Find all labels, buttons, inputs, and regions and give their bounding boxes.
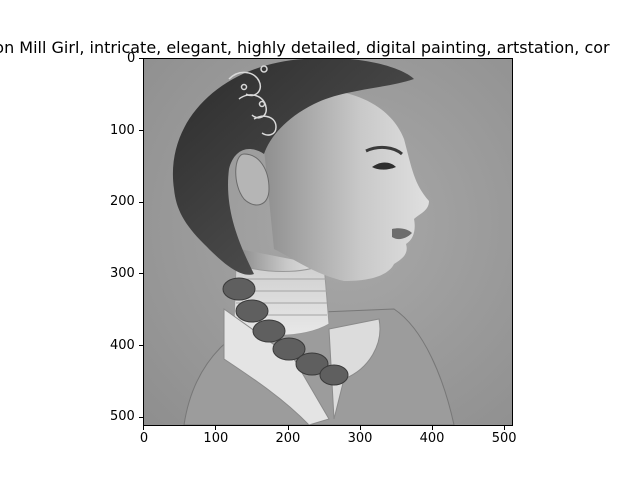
x-tick-label: 500	[491, 431, 517, 446]
x-tick-mark	[143, 426, 145, 430]
y-tick-mark	[139, 130, 143, 132]
y-tick-label: 100	[110, 122, 135, 138]
y-tick-label: 200	[110, 194, 135, 210]
x-tick-label: 100	[203, 431, 229, 446]
x-tick-mark	[215, 426, 217, 430]
y-tick-mark	[139, 416, 143, 418]
face	[259, 89, 429, 281]
portrait-image	[144, 59, 512, 425]
hair-ornament	[228, 65, 277, 136]
x-tick-label: 200	[275, 431, 301, 446]
y-tick-mark	[139, 273, 143, 275]
shirt-collar-left	[223, 308, 330, 425]
y-tick-mark	[139, 345, 143, 347]
x-tick-mark	[287, 426, 289, 430]
x-tick-label: 300	[347, 431, 373, 446]
x-tick-mark	[431, 426, 433, 430]
image-axes	[143, 58, 513, 426]
braid	[222, 277, 349, 386]
lips	[392, 228, 412, 240]
eyebrow	[365, 145, 403, 156]
y-tick-label: 500	[110, 409, 135, 425]
x-tick-label: 400	[419, 431, 445, 446]
ear	[235, 153, 270, 206]
figure-title-text: ton Mill Girl, intricate, elegant, highl…	[0, 38, 610, 57]
y-tick-mark	[139, 201, 143, 203]
y-tick-mark	[139, 58, 143, 60]
x-tick-mark	[503, 426, 505, 430]
y-tick-label: 400	[110, 337, 135, 353]
y-tick-label: 0	[127, 50, 136, 66]
x-tick-label: 0	[139, 431, 149, 446]
eye	[372, 162, 396, 170]
figure-title: ton Mill Girl, intricate, elegant, highl…	[0, 38, 640, 58]
hair	[172, 59, 414, 275]
x-tick-mark	[359, 426, 361, 430]
y-tick-label: 300	[110, 265, 135, 281]
